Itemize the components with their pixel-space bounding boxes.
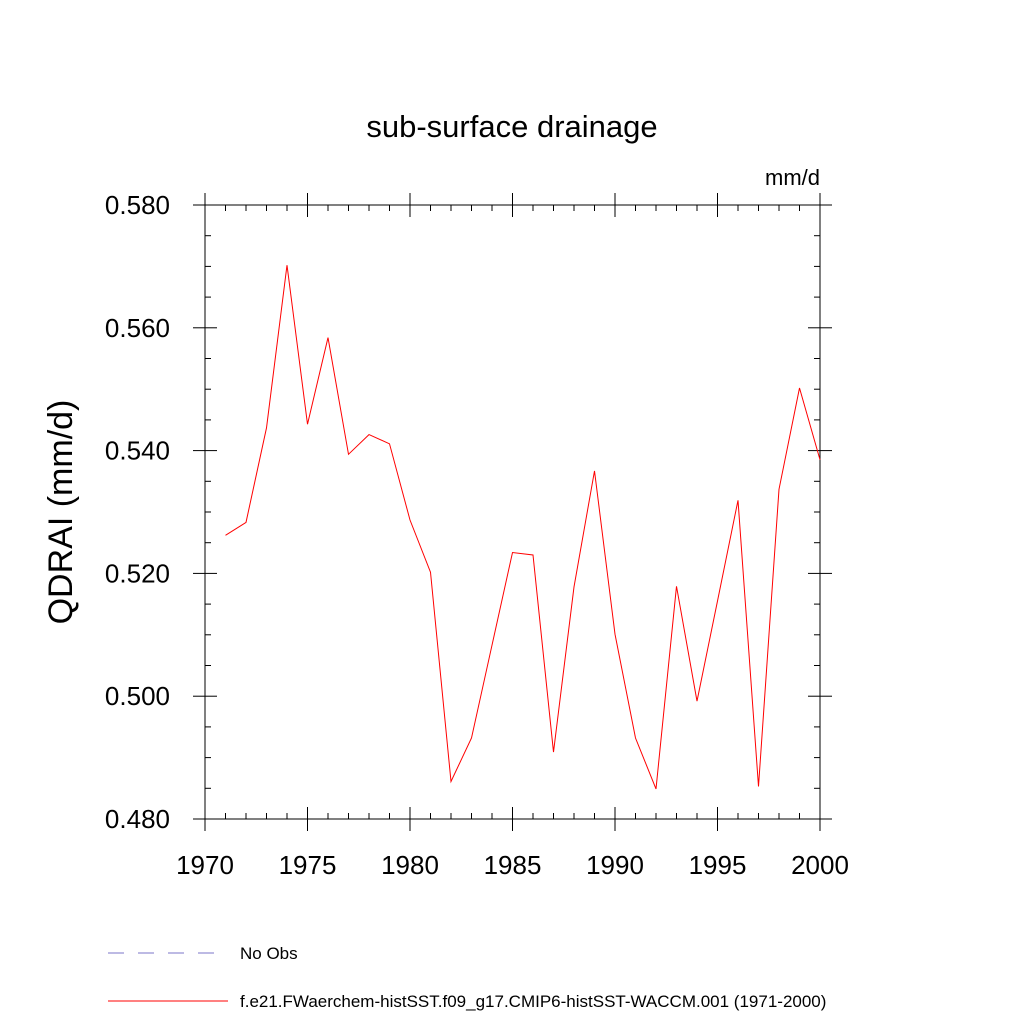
series-line xyxy=(225,265,821,790)
y-tick-label: 0.580 xyxy=(105,190,170,220)
x-tick-label: 1995 xyxy=(689,850,747,880)
y-tick-label: 0.520 xyxy=(105,558,170,588)
x-tick-label: 1985 xyxy=(484,850,542,880)
legend-label-no-obs: No Obs xyxy=(240,944,298,963)
x-tick-label: 2000 xyxy=(791,850,849,880)
y-axis-ticks: 0.480 0.500 0.520 0.540 0.560 0.580 xyxy=(105,190,832,834)
x-axis-ticks: 1970 1975 1980 1985 1990 1995 2000 xyxy=(176,193,849,880)
legend-label-model: f.e21.FWaerchem-histSST.f09_g17.CMIP6-hi… xyxy=(240,992,826,1011)
x-tick-label: 1975 xyxy=(279,850,337,880)
y-axis-label: QDRAI (mm/d) xyxy=(42,400,80,625)
y-tick-label: 0.480 xyxy=(105,804,170,834)
x-tick-label: 1980 xyxy=(381,850,439,880)
y-tick-label: 0.560 xyxy=(105,313,170,343)
plot-frame xyxy=(204,204,821,820)
x-tick-label: 1970 xyxy=(176,850,234,880)
y-tick-label: 0.500 xyxy=(105,681,170,711)
x-tick-label: 1990 xyxy=(586,850,644,880)
series-layer xyxy=(225,265,821,790)
y-tick-label: 0.540 xyxy=(105,436,170,466)
units-label: mm/d xyxy=(765,165,820,190)
chart-title: sub-surface drainage xyxy=(366,109,657,144)
plot-area xyxy=(204,204,821,820)
legend: No Obs f.e21.FWaerchem-histSST.f09_g17.C… xyxy=(108,944,826,1011)
